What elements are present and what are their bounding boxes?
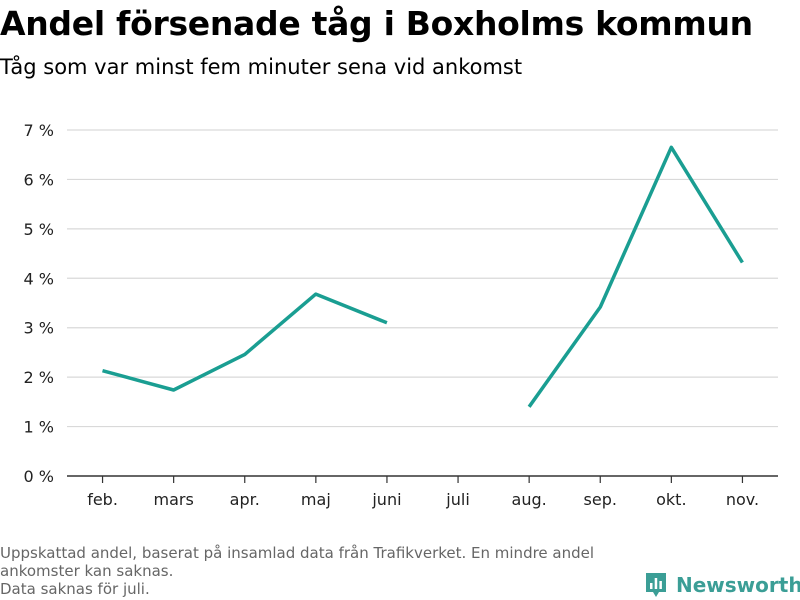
series-lines [102, 145, 744, 408]
x-tick-label: mars [153, 490, 193, 509]
bar-chart-speech-bubble-icon [646, 573, 666, 597]
x-tick-label: juli [445, 490, 469, 509]
chart-title: Andel försenade tåg i Boxholms kommun [0, 4, 753, 43]
y-axis-tick-labels: 0 % 1 % 2 % 3 % 4 % 5 % 6 % 7 % [24, 121, 54, 486]
brand-name: Newsworthy [676, 573, 800, 597]
footnote-source: Uppskattad andel, baserat på insamlad da… [0, 544, 595, 580]
x-tick-label: nov. [726, 490, 759, 509]
x-axis: feb. mars apr. maj juni juli aug. sep. okt. nov. [67, 475, 778, 509]
y-tick-label: 2 % [24, 368, 54, 387]
y-tick-label: 0 % [24, 467, 54, 486]
y-tick-label: 4 % [24, 269, 54, 288]
newsworthy-logo: Newsworthy [644, 570, 800, 600]
footnote-missing-data: Data saknas för juli. [0, 580, 150, 598]
series-line-segment [102, 292, 388, 392]
y-tick-label: 7 % [24, 121, 54, 140]
y-tick-label: 1 % [24, 418, 54, 437]
x-tick-label: okt. [656, 490, 686, 509]
series-line-segment [527, 145, 744, 408]
x-tick-label: maj [301, 490, 331, 509]
chart-subtitle: Tåg som var minst fem minuter sena vid a… [0, 55, 523, 79]
x-tick-label: aug. [512, 490, 547, 509]
x-tick-label: feb. [87, 490, 118, 509]
y-tick-label: 5 % [24, 220, 54, 239]
footnote: Uppskattad andel, baserat på insamlad da… [0, 544, 640, 598]
y-tick-label: 6 % [24, 170, 54, 189]
x-tick-label: juni [371, 490, 401, 509]
y-tick-label: 3 % [24, 319, 54, 338]
x-tick-label: sep. [584, 490, 617, 509]
x-tick-label: apr. [230, 490, 260, 509]
gridlines [67, 129, 778, 428]
line-chart: 0 % 1 % 2 % 3 % 4 % 5 % 6 % 7 % feb. mars apr. maj… [24, 121, 778, 509]
